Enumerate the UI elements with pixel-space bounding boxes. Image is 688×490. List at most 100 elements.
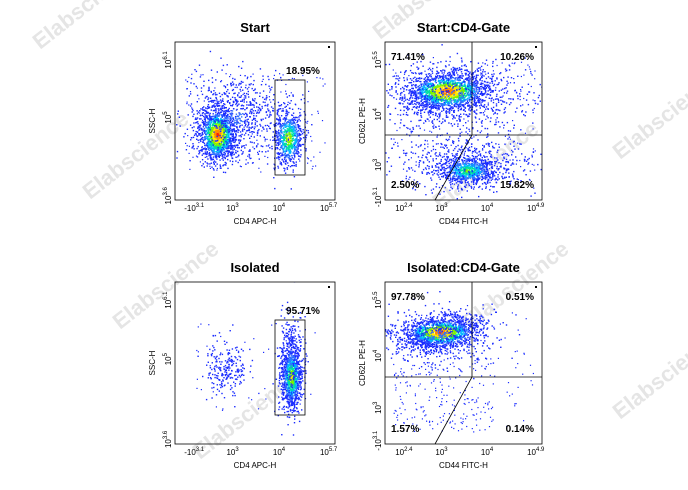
- event-dot: [466, 79, 468, 81]
- event-dot: [425, 91, 427, 93]
- event-dot: [245, 95, 247, 97]
- event-dot: [472, 83, 474, 85]
- event-dot: [202, 130, 204, 132]
- event-dot: [227, 119, 229, 121]
- event-dot: [252, 89, 255, 92]
- event-dot: [218, 141, 221, 143]
- event-dot: [279, 134, 282, 136]
- event-dot: [451, 103, 453, 105]
- event-dot: [206, 153, 208, 156]
- event-dot: [464, 95, 466, 97]
- event-dot: [251, 104, 253, 106]
- event-dot: [210, 121, 212, 123]
- event-dot: [433, 96, 435, 99]
- event-dot: [386, 90, 388, 92]
- event-dot: [248, 126, 250, 129]
- event-dot: [205, 148, 208, 150]
- event-dot: [208, 149, 210, 152]
- event-dot: [198, 98, 200, 100]
- event-dot: [428, 90, 431, 92]
- event-dot: [232, 134, 234, 136]
- event-dot: [246, 104, 248, 106]
- event-dot: [235, 113, 238, 115]
- event-dot: [436, 66, 438, 69]
- event-dot: [434, 97, 437, 99]
- event-dot: [223, 119, 226, 122]
- event-dot: [248, 83, 250, 86]
- event-dot: [188, 104, 190, 106]
- event-dot: [240, 113, 242, 116]
- event-dot: [221, 123, 223, 126]
- event-dot: [495, 58, 497, 61]
- event-dot: [214, 118, 217, 121]
- event-dot: [208, 127, 210, 129]
- event-dot: [469, 106, 471, 108]
- event-dot: [468, 97, 470, 99]
- event-dot: [432, 87, 434, 89]
- event-dot: [225, 114, 227, 117]
- event-dot: [212, 150, 214, 153]
- event-dot: [424, 95, 426, 97]
- event-dot: [273, 168, 276, 171]
- event-dot: [373, 102, 374, 103]
- event-dot: [288, 143, 290, 145]
- event-dot: [206, 136, 209, 138]
- event-dot: [196, 156, 199, 158]
- event-dot: [316, 77, 318, 79]
- event-dot: [202, 112, 204, 114]
- event-dot: [200, 135, 202, 137]
- event-dot: [237, 121, 239, 124]
- event-dot: [513, 82, 515, 84]
- event-dot: [249, 112, 251, 114]
- event-dot: [293, 132, 295, 134]
- event-dot: [258, 112, 260, 114]
- event-dot: [220, 132, 222, 134]
- event-dot: [368, 127, 369, 128]
- event-dot: [432, 97, 434, 99]
- event-dot: [277, 142, 279, 144]
- event-dot: [217, 149, 219, 151]
- event-dot: [550, 60, 551, 61]
- event-dot: [539, 83, 541, 86]
- event-dot: [214, 165, 217, 167]
- event-dot: [237, 95, 239, 97]
- event-dot: [209, 126, 211, 128]
- event-dot: [228, 140, 230, 142]
- event-dot: [233, 154, 235, 156]
- event-dot: [466, 89, 468, 91]
- event-dot: [253, 117, 255, 119]
- event-dot: [280, 104, 282, 107]
- event-dot: [291, 123, 294, 125]
- event-dot: [448, 93, 450, 95]
- event-dot: [209, 50, 212, 53]
- event-dot: [449, 93, 451, 95]
- event-dot: [212, 158, 215, 160]
- event-dot: [220, 80, 223, 82]
- event-dot: [280, 134, 282, 137]
- event-dot: [205, 148, 207, 151]
- event-dot: [293, 147, 296, 149]
- event-dot: [240, 134, 242, 137]
- event-dot: [404, 97, 406, 99]
- event-dot: [220, 167, 222, 169]
- event-dot: [306, 157, 309, 159]
- event-dot: [252, 110, 254, 112]
- event-dot: [203, 153, 205, 155]
- event-dot: [230, 152, 232, 154]
- event-dot: [454, 92, 456, 94]
- event-dot: [202, 121, 205, 123]
- event-dot: [197, 139, 199, 141]
- event-dot: [204, 109, 206, 111]
- event-dot: [245, 84, 247, 86]
- event-dot: [227, 158, 229, 161]
- event-dot: [266, 96, 268, 99]
- event-dot: [402, 113, 405, 116]
- x-tick-label: 105.7: [320, 203, 338, 213]
- event-dot: [457, 94, 460, 96]
- event-dot: [220, 114, 223, 117]
- event-dot: [226, 116, 229, 119]
- event-dot: [295, 119, 297, 121]
- event-dot: [457, 107, 459, 110]
- event-dot: [252, 73, 254, 75]
- event-dot: [207, 112, 210, 114]
